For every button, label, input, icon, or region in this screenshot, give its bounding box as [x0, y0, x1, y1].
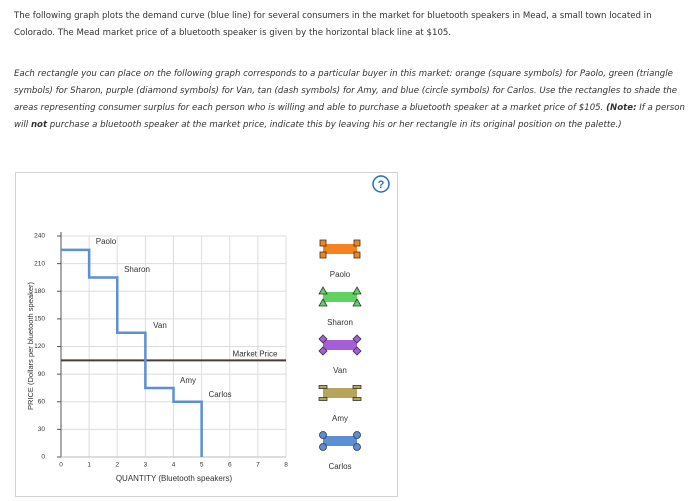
palette-handle[interactable] [353, 239, 361, 247]
y-tick-label: 180 [34, 288, 45, 295]
y-tick-label: 90 [38, 371, 46, 378]
palette-handle[interactable] [353, 251, 361, 259]
note-label: (Note: [606, 103, 637, 113]
step-label: Sharon [124, 265, 150, 274]
y-tick-label: 120 [34, 343, 45, 350]
palette-handle[interactable] [318, 286, 328, 295]
palette-handle[interactable] [353, 443, 361, 451]
palette-label: Paolo [330, 270, 351, 279]
x-tick-label: 5 [200, 462, 204, 469]
intro-text: The following graph plots the demand cur… [14, 11, 652, 38]
palette-handle[interactable] [353, 431, 361, 439]
palette-handle[interactable] [318, 385, 328, 389]
y-tick-label: 150 [34, 316, 45, 323]
palette-label: Carlos [328, 462, 351, 471]
step-label: Paolo [96, 237, 117, 246]
x-tick-label: 6 [228, 462, 232, 469]
x-tick-label: 1 [87, 462, 91, 469]
palette-rectangle[interactable] [323, 340, 357, 350]
palette-handle[interactable] [318, 346, 328, 356]
x-tick-label: 3 [144, 462, 148, 469]
palette-handle[interactable] [352, 385, 362, 389]
instructions-text: Each rectangle you can place on the foll… [14, 66, 686, 134]
y-tick-label: 240 [34, 233, 45, 240]
x-tick-label: 2 [115, 462, 119, 469]
palette-handle[interactable] [352, 286, 362, 295]
palette-handle[interactable] [319, 251, 327, 259]
help-button[interactable] [372, 175, 390, 193]
note-text: If a person will [14, 103, 685, 130]
x-tick-label: 0 [59, 462, 63, 469]
note-text: purchase a bluetooth speaker at the mark… [47, 120, 622, 130]
palette-rectangle[interactable] [323, 388, 357, 398]
palette-handle[interactable] [318, 397, 328, 401]
x-tick-label: 7 [256, 462, 260, 469]
x-tick-label: 4 [172, 462, 176, 469]
palette-handle[interactable] [318, 298, 328, 307]
y-tick-label: 210 [34, 260, 45, 267]
y-tick-label: 30 [38, 426, 46, 433]
instructions: Each rectangle you can place on the foll… [14, 69, 678, 113]
palette-rectangle[interactable] [323, 436, 357, 446]
palette-handle[interactable] [319, 443, 327, 451]
palette-label: Amy [332, 414, 348, 423]
step-label: Amy [180, 376, 196, 385]
y-tick-label: 0 [41, 454, 45, 461]
palette-handle[interactable] [318, 334, 328, 344]
y-tick-label: 60 [38, 398, 46, 405]
x-axis-title: QUANTITY (Bluetooth speakers) [116, 474, 233, 483]
palette-label: Van [333, 366, 347, 375]
palette-handle[interactable] [352, 298, 362, 307]
step-label: Carlos [208, 390, 231, 399]
palette-handle[interactable] [352, 397, 362, 401]
market-price-label: Market Price [233, 349, 278, 358]
help-icon[interactable]: ? [378, 179, 385, 191]
note-emphasis: not [30, 120, 48, 130]
palette-handle[interactable] [352, 346, 362, 356]
graph-panel [15, 172, 398, 497]
demand-curve [61, 248, 203, 457]
palette-label: Sharon [327, 318, 353, 327]
step-label: Van [153, 321, 167, 330]
x-tick-label: 8 [284, 462, 288, 469]
palette-rectangle[interactable] [323, 244, 357, 254]
palette-handle[interactable] [352, 334, 362, 344]
palette-rectangle[interactable] [323, 292, 357, 302]
y-axis-title: PRICE (Dollars per bluetooth speaker) [26, 282, 35, 410]
palette-handle[interactable] [319, 239, 327, 247]
palette-handle[interactable] [319, 431, 327, 439]
